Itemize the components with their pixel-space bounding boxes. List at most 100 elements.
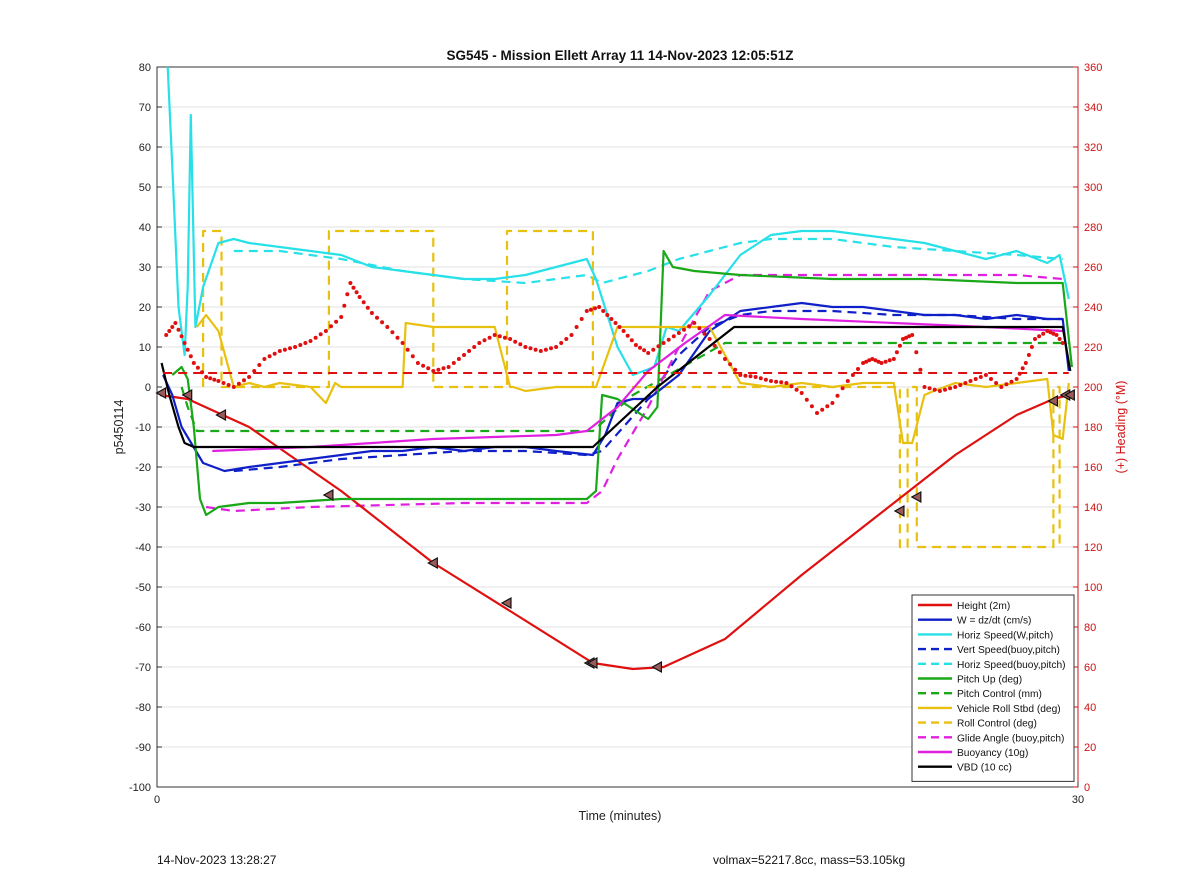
heading-point <box>272 351 277 356</box>
heading-point <box>617 325 622 329</box>
legend-box <box>911 594 1075 782</box>
y-tick-label: -80 <box>135 702 151 714</box>
y2-axis-label: (+) Heading (°M) <box>1114 381 1128 474</box>
heading-point <box>953 385 958 389</box>
heading-point <box>191 361 196 365</box>
y2-tick-label: 100 <box>1084 582 1102 594</box>
legend-label: W = dz/dt (cm/s) <box>957 616 1031 627</box>
heading-point <box>1009 379 1014 384</box>
y2-tick-label: 240 <box>1084 302 1102 314</box>
series-pitch-control-mm <box>180 341 1069 433</box>
heading-point <box>195 365 200 370</box>
heading-point <box>687 324 692 329</box>
heading-point <box>656 344 661 349</box>
heading-point <box>927 386 932 391</box>
y2-tick-label: 20 <box>1084 742 1096 754</box>
heading-point <box>883 359 888 364</box>
heading-point <box>794 387 799 392</box>
legend-label: Horiz Speed(W,pitch) <box>957 630 1053 641</box>
y2-tick-label: 0 <box>1084 782 1090 794</box>
heading-point <box>523 345 528 349</box>
legend-label: Vert Speed(buoy,pitch) <box>957 645 1060 656</box>
heading-point <box>1023 361 1028 365</box>
heading-point <box>513 339 518 344</box>
y2-tick-label: 180 <box>1084 422 1102 434</box>
heading-point <box>559 341 564 345</box>
heading-point <box>625 333 630 338</box>
heading-point <box>597 305 602 309</box>
heading-point <box>497 334 502 339</box>
heading-point <box>1045 329 1050 333</box>
footer-timestamp: 14-Nov-2023 13:28:27 <box>157 853 277 867</box>
heading-point <box>621 329 626 333</box>
y2-tick-label: 40 <box>1084 702 1096 714</box>
heading-point <box>212 377 217 382</box>
heading-point <box>451 361 456 365</box>
heading-point <box>415 361 420 365</box>
y-axis-right: 0 20 40 60 80 100 120 140 160 180 200 220 240 260 280 3… <box>1073 62 1102 794</box>
y-tick-label: 80 <box>139 62 151 74</box>
height-marker <box>1064 388 1075 402</box>
heading-point <box>456 357 461 361</box>
heading-point <box>385 325 390 329</box>
heading-point <box>502 335 507 340</box>
y-tick-label: -30 <box>135 502 151 514</box>
heading-point <box>574 325 579 329</box>
height-marker <box>500 596 512 610</box>
heading-point <box>671 334 676 339</box>
heading-point <box>185 347 190 352</box>
heading-point <box>477 341 482 345</box>
heading-point <box>918 367 923 372</box>
heading-point <box>676 331 681 335</box>
heading-point <box>804 397 809 402</box>
height-marker <box>181 388 193 402</box>
heading-point <box>994 381 999 385</box>
y-tick-label: 0 <box>145 382 151 394</box>
heading-point <box>1014 377 1019 381</box>
y2-tick-label: 280 <box>1084 222 1102 234</box>
heading-point <box>298 343 303 347</box>
heading-point <box>1037 334 1042 339</box>
heading-point <box>528 346 533 351</box>
heading-point <box>937 389 942 393</box>
heading-point <box>609 317 614 321</box>
heading-point <box>799 391 804 395</box>
series-layer <box>159 66 1073 671</box>
heading-point <box>390 330 395 335</box>
heading-point <box>856 367 860 371</box>
heading-point <box>932 387 937 392</box>
heading-point <box>221 381 226 385</box>
y2-tick-label: 160 <box>1084 462 1102 474</box>
heading-point <box>1048 330 1053 335</box>
heading-point <box>282 347 287 352</box>
heading-point <box>651 347 656 352</box>
heading-point <box>661 341 666 345</box>
heading-point <box>712 343 717 348</box>
heading-point <box>830 401 835 405</box>
heading-point <box>894 350 899 355</box>
heading-point <box>867 358 872 363</box>
heading-point <box>840 386 845 391</box>
y-tick-label: 40 <box>139 222 151 234</box>
y2-tick-label: 200 <box>1084 382 1102 394</box>
heading-point <box>543 347 548 352</box>
y2-tick-label: 80 <box>1084 622 1096 634</box>
heading-point <box>405 347 410 352</box>
heading-layer <box>163 281 1069 415</box>
heading-point <box>410 354 415 359</box>
heading-point <box>436 367 441 372</box>
x-tick-label: 0 <box>154 794 160 806</box>
heading-point <box>441 366 446 371</box>
height-marker <box>586 656 598 670</box>
heading-point <box>318 332 323 337</box>
heading-point <box>236 381 241 386</box>
heading-point <box>702 331 707 336</box>
heading-point <box>564 337 569 341</box>
legend-label: Pitch Control (mm) <box>957 689 1042 700</box>
heading-point <box>879 361 884 365</box>
y2-tick-label: 360 <box>1084 62 1102 74</box>
heading-point <box>629 338 634 343</box>
y-tick-label: -100 <box>129 782 151 794</box>
heading-point <box>820 407 825 412</box>
heading-point <box>208 376 213 381</box>
